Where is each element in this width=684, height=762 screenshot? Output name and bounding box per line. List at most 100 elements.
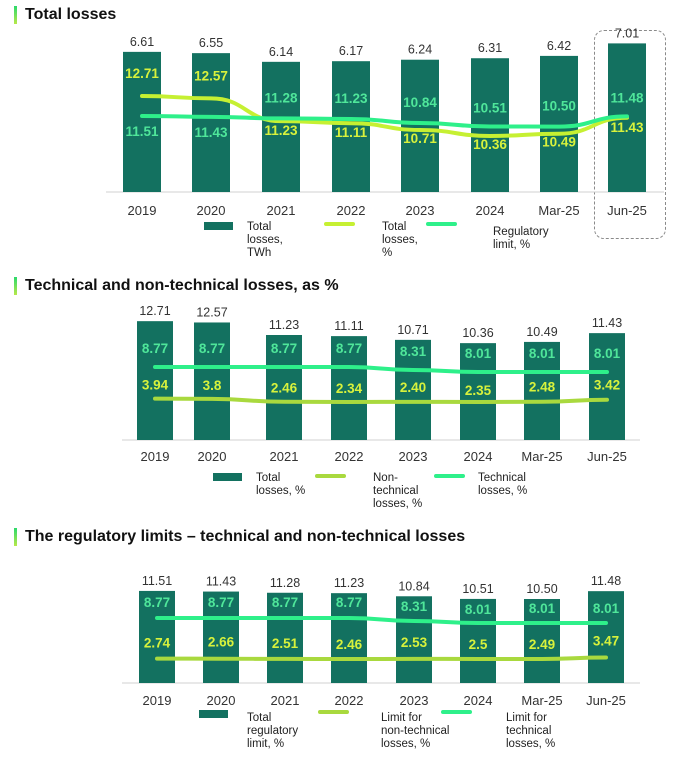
bar-Jun-25 <box>589 333 625 440</box>
legend-label: Regulatory limit, % <box>493 226 549 251</box>
category-tick-label: 2024 <box>476 203 505 218</box>
line-data-label: 8.31 <box>400 344 427 359</box>
line-data-label: 10.49 <box>542 135 576 150</box>
bar-2022 <box>331 336 367 440</box>
line-data-label: 3.94 <box>142 378 169 393</box>
line-data-label: 11.11 <box>335 125 368 140</box>
category-tick-label: 2022 <box>335 693 364 708</box>
line-data-label: 8.77 <box>336 341 362 356</box>
bar-2022 <box>332 61 370 192</box>
bar-2024 <box>460 598 496 683</box>
chart3-regulatory-limits: 11.51 2019 11.43 2020 11.28 2021 11.23 2022 10.8… <box>122 574 640 708</box>
bar-2021 <box>262 61 300 192</box>
category-tick-label: 2023 <box>399 449 428 464</box>
line-data-label: 11.51 <box>125 124 159 139</box>
bar-value-label: 11.43 <box>206 575 236 589</box>
bar-2019 <box>137 321 173 440</box>
category-tick-label: 2019 <box>143 693 172 708</box>
bar-value-label: 6.61 <box>130 35 154 49</box>
bar-value-label: 6.42 <box>547 39 571 53</box>
line-data-label: 2.5 <box>469 637 488 652</box>
line-data-label: 11.23 <box>264 123 298 138</box>
line-data-label: 2.35 <box>465 383 492 398</box>
line-data-label: 10.84 <box>403 95 437 110</box>
bar-2024 <box>460 343 496 440</box>
line-data-label: 2.34 <box>336 381 363 396</box>
line-data-label: 3.8 <box>203 378 222 393</box>
line-data-label: 2.46 <box>336 637 363 652</box>
line-data-label: 2.51 <box>272 636 299 651</box>
bar-Jun-25 <box>588 591 624 683</box>
chart3-title-text: The regulatory limits – technical and no… <box>25 528 466 545</box>
category-tick-label: 2020 <box>207 693 236 708</box>
line-data-label: 10.51 <box>473 101 507 116</box>
chart2-title-text: Technical and non-technical losses, as % <box>25 277 339 294</box>
line-data-label: 11.23 <box>334 91 368 106</box>
line-data-label: 12.57 <box>194 68 228 83</box>
line-data-label: 2.49 <box>529 637 555 652</box>
bar-value-label: 12.71 <box>139 304 170 318</box>
line-series-1 <box>155 655 608 662</box>
bar-Mar-25 <box>524 599 560 683</box>
bar-value-label: 11.23 <box>334 576 364 590</box>
line-data-label: 11.48 <box>610 90 644 105</box>
legend-label: Total losses, TWh <box>247 221 283 259</box>
legend-bar-swatch <box>199 710 228 718</box>
chart1-total-losses: 6.61 2019 6.55 2020 6.14 2021 6.17 2022 6.24 2023… <box>106 26 664 218</box>
line-data-label: 8.01 <box>529 346 556 361</box>
line-data-label: 8.31 <box>401 599 428 614</box>
category-tick-label: 2024 <box>464 693 493 708</box>
bar-2021 <box>266 334 302 440</box>
category-tick-label: 2022 <box>335 449 364 464</box>
legend-bar-swatch <box>213 473 242 481</box>
bar-value-label: 10.36 <box>462 326 493 340</box>
bar-value-label: 10.49 <box>526 325 557 339</box>
chart2-legend: Total losses, % Non- technical losses, % T… <box>0 470 684 515</box>
category-tick-label: 2023 <box>400 693 429 708</box>
category-tick-label: 2021 <box>270 449 299 464</box>
line-data-label: 8.77 <box>142 341 168 356</box>
legend-label: Non- technical losses, % <box>373 472 423 510</box>
line-data-label: 10.36 <box>473 137 507 152</box>
legend-label: Total losses, % <box>256 472 306 497</box>
bar-value-label: 11.48 <box>591 574 621 588</box>
bar-2019 <box>139 590 175 683</box>
line-data-label: 8.77 <box>336 595 362 610</box>
line-series-2 <box>153 365 609 374</box>
bar-value-label: 10.50 <box>526 582 557 596</box>
line-series-2 <box>155 616 608 625</box>
bar-value-label: 11.23 <box>269 318 299 332</box>
bar-value-label: 11.51 <box>142 574 172 588</box>
line-data-label: 8.01 <box>593 601 620 616</box>
line-series-2 <box>140 114 629 129</box>
line-data-label: 2.53 <box>401 635 428 650</box>
bar-value-label: 10.51 <box>462 582 493 596</box>
title-accent-bar <box>14 6 17 24</box>
line-data-label: 10.71 <box>403 131 437 146</box>
bar-value-label: 10.84 <box>398 579 429 593</box>
category-tick-label: Jun-25 <box>607 203 647 218</box>
legend-label: Technical losses, % <box>478 472 528 497</box>
bar-2023 <box>396 596 432 683</box>
category-tick-label: 2024 <box>464 449 493 464</box>
bar-value-label: 11.43 <box>592 316 622 330</box>
bar-value-label: 6.14 <box>269 45 293 59</box>
category-tick-label: 2022 <box>337 203 366 218</box>
line-data-label: 2.46 <box>271 381 298 396</box>
line-data-label: 3.42 <box>594 378 620 393</box>
line-data-label: 8.77 <box>199 341 225 356</box>
legend-line-swatch <box>318 710 349 714</box>
line-data-label: 8.01 <box>529 601 556 616</box>
title-accent-bar <box>14 528 17 546</box>
line-data-label: 11.43 <box>194 125 228 140</box>
line-data-label: 2.48 <box>529 380 556 395</box>
category-tick-label: 2023 <box>406 203 435 218</box>
line-series-1 <box>140 94 629 138</box>
legend-line-swatch <box>426 222 457 226</box>
line-data-label: 12.71 <box>125 66 159 81</box>
bar-value-label: 11.28 <box>270 576 300 590</box>
bar-2023 <box>401 59 439 192</box>
category-tick-label: 2019 <box>141 449 170 464</box>
line-data-label: 8.77 <box>272 595 298 610</box>
chart1-title-text: Total losses <box>25 6 117 23</box>
